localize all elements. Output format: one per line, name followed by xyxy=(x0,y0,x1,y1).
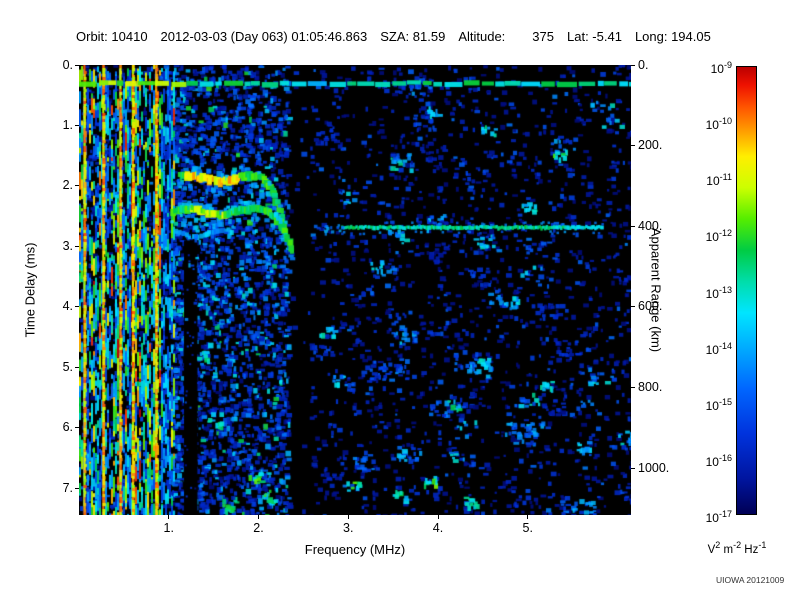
colorbar-tick-label: 10-14 xyxy=(705,340,732,357)
colorbar-tick-label: 10-17 xyxy=(705,509,732,525)
colorbar-units: V2 m-2 Hz-1 xyxy=(707,540,767,556)
x-axis-title: Frequency (MHz) xyxy=(304,542,406,557)
y2-tick-mark xyxy=(631,467,635,469)
y2-tick-label: 600. xyxy=(638,299,663,314)
colorbar-tick-label: 10-9 xyxy=(710,60,732,76)
colorbar-tick-label: 10-16 xyxy=(705,452,732,469)
y2-tick-mark xyxy=(631,64,635,66)
y-tick-label: 7. xyxy=(62,480,73,495)
y2-tick-mark xyxy=(631,145,635,147)
y2-tick-mark xyxy=(631,387,635,389)
y-tick-mark xyxy=(75,245,79,247)
x-tick-mark xyxy=(347,515,349,519)
y2-tick-label: 0. xyxy=(638,57,649,72)
x-tick-label: 3. xyxy=(343,521,354,535)
x-tick-label: 1. xyxy=(163,521,174,535)
y-axis-title-right: Apparent Range (km) xyxy=(648,227,664,353)
y2-tick-label: 1000. xyxy=(638,460,670,475)
altitude-value: 375 xyxy=(532,29,554,44)
y2-tick-mark xyxy=(631,225,635,227)
x-tick-mark xyxy=(437,515,439,519)
sza-label: SZA: 81.59 xyxy=(380,29,446,44)
colorbar-tick-label: 10-11 xyxy=(706,172,732,189)
y2-tick-label: 200. xyxy=(638,138,663,153)
x-tick-label: 2. xyxy=(253,521,264,535)
y-tick-mark xyxy=(75,64,79,66)
long-label: Long: 194.05 xyxy=(634,29,711,44)
x-tick-mark xyxy=(527,515,529,519)
y-tick-label: 3. xyxy=(62,238,73,253)
colorbar-tick-label: 10-10 xyxy=(705,116,732,133)
header-info: Orbit: 10410 2012-03-03 (Day 063) 01:05:… xyxy=(76,29,711,44)
orbit-label: Orbit: 10410 xyxy=(76,29,148,44)
y-tick-label: 5. xyxy=(62,359,73,374)
colorbar xyxy=(736,66,757,515)
x-tick-mark xyxy=(258,515,259,519)
y-tick-mark xyxy=(75,124,79,126)
lat-label: Lat: -5.41 xyxy=(567,29,622,44)
watermark: UIOWA 20121009 xyxy=(716,575,785,585)
y-tick-mark xyxy=(75,427,79,429)
altitude-label: Altitude: xyxy=(458,29,506,44)
spectrogram-canvas xyxy=(79,65,631,515)
y-tick-mark xyxy=(75,487,79,489)
y-tick-mark xyxy=(75,366,79,368)
y-tick-label: 1. xyxy=(62,117,73,132)
y-tick-label: 6. xyxy=(62,420,73,435)
colorbar-tick-label: 10-12 xyxy=(705,228,732,245)
y-tick-label: 0. xyxy=(62,57,73,72)
y2-tick-label: 400. xyxy=(638,218,663,233)
y-tick-label: 2. xyxy=(62,178,73,193)
y2-tick-mark xyxy=(631,306,635,308)
x-tick-mark xyxy=(168,515,170,519)
y-axis-title-left: Time Delay (ms) xyxy=(22,242,38,338)
x-tick-label: 5. xyxy=(522,521,533,535)
x-tick-label: 4. xyxy=(432,521,444,535)
y-tick-mark xyxy=(75,306,79,308)
datetime-label: 2012-03-03 (Day 063) 01:05:46.863 xyxy=(160,29,368,44)
y2-tick-label: 800. xyxy=(638,380,663,395)
y-tick-mark xyxy=(75,185,79,187)
y-tick-label: 4. xyxy=(62,299,73,314)
colorbar-tick-label: 10-15 xyxy=(705,396,732,413)
colorbar-tick-label: 10-13 xyxy=(705,284,732,301)
